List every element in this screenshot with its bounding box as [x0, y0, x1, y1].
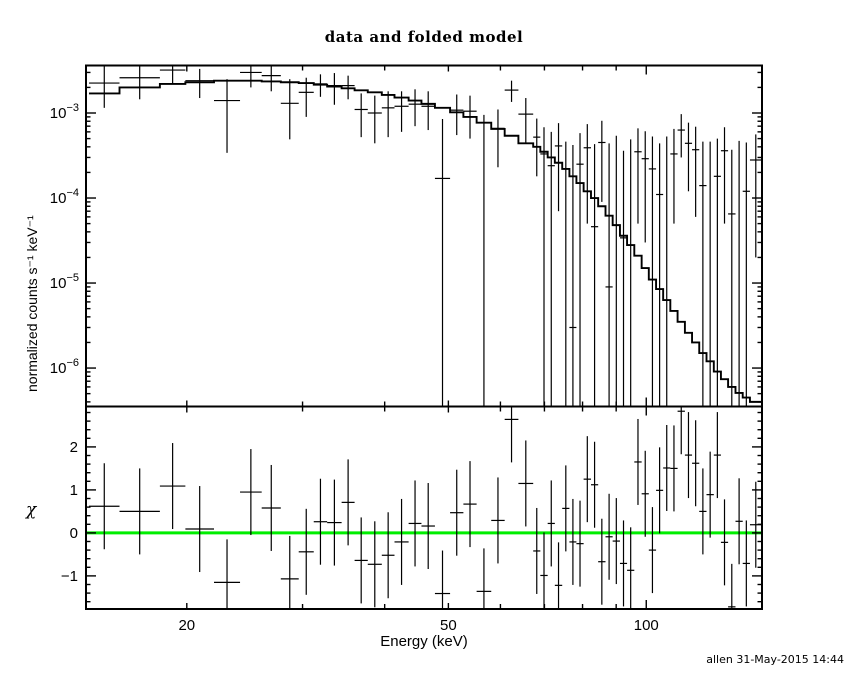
- spectrum-data-points: [89, 65, 762, 407]
- axis-ticks: [86, 65, 762, 609]
- x-axis-label: Energy (keV): [380, 633, 468, 650]
- plot-title: data and folded model: [324, 28, 524, 46]
- y-tick-label: 2: [70, 439, 78, 456]
- y-tick-label: 10−4: [50, 187, 79, 207]
- residual-data-points: [89, 406, 762, 609]
- y-tick-label: 0: [70, 525, 78, 542]
- y-tick-label: 1: [70, 482, 78, 499]
- x-tick-label: 50: [440, 617, 457, 634]
- x-tick-label: 100: [634, 617, 659, 634]
- signature-timestamp: allen 31-May-2015 14:44: [706, 653, 844, 666]
- y-tick-label: 10−3: [50, 102, 79, 122]
- tick-labels: 10−3 10−4 10−5 10−6 −1 0 1 2 20 50 100: [50, 102, 659, 634]
- y-tick-label: 10−6: [50, 357, 79, 377]
- x-tick-label: 20: [178, 617, 195, 634]
- y-axis-label-counts: normalized counts s⁻¹ keV⁻¹: [24, 215, 40, 392]
- y-tick-label: −1: [61, 568, 78, 585]
- y-axis-label-chi: χ: [26, 500, 37, 520]
- folded-model-histogram: [89, 79, 762, 403]
- panel-frames: [85, 64, 763, 610]
- y-tick-label: 10−5: [50, 272, 79, 292]
